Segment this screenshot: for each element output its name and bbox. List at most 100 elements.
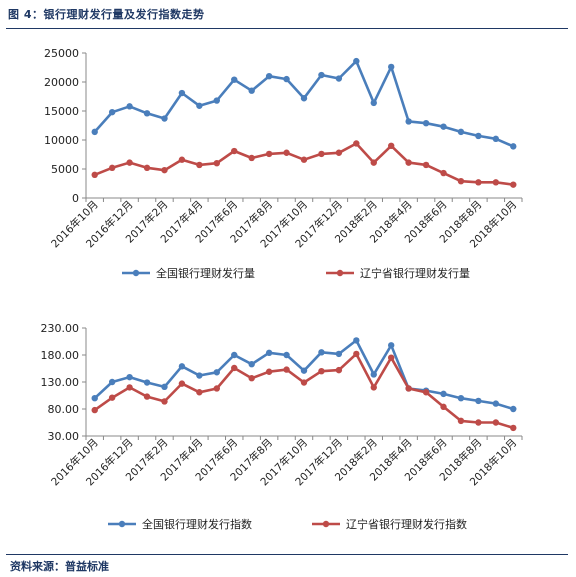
data-point [143, 379, 151, 386]
y-tick-label: 230.00 [41, 322, 80, 335]
data-point [231, 147, 238, 155]
y-tick-label: 25000 [44, 47, 79, 60]
y-tick-label: 15000 [44, 105, 79, 118]
data-point [388, 354, 395, 361]
data-point [492, 400, 500, 407]
data-point [370, 371, 377, 378]
figure-caption: 图 4：银行理财发行量及发行指数走势 [8, 8, 205, 21]
data-point [300, 367, 308, 374]
data-point [248, 375, 255, 382]
top-rule [6, 28, 568, 29]
data-point [265, 368, 273, 375]
bottom-rule [6, 554, 568, 555]
data-point [108, 164, 116, 172]
data-point [510, 424, 517, 432]
series-line-1 [93, 59, 514, 148]
data-point [335, 75, 343, 82]
data-point [126, 384, 133, 391]
legend-label: 辽宁省银行理财发行量 [360, 266, 470, 280]
data-point [196, 372, 203, 379]
data-point [213, 97, 220, 104]
data-point [178, 380, 186, 387]
data-point [248, 154, 255, 162]
data-point [440, 123, 447, 130]
data-point [265, 349, 273, 357]
data-point [283, 149, 290, 156]
data-point [440, 390, 447, 398]
data-point [248, 360, 255, 368]
y-tick-label: 0 [72, 192, 79, 205]
data-point [91, 406, 98, 414]
data-point [457, 417, 465, 425]
data-point [213, 369, 220, 376]
legend-swatch-marker [336, 269, 344, 277]
data-point [440, 169, 447, 177]
data-point [231, 364, 238, 372]
data-point [492, 419, 500, 426]
data-point [265, 73, 273, 80]
data-point [126, 373, 133, 381]
data-point [126, 159, 133, 166]
y-tick-label: 180.00 [41, 349, 80, 362]
y-tick-label: 130.00 [41, 376, 80, 389]
data-point [143, 164, 151, 172]
data-point [510, 143, 517, 150]
y-tick-label: 10000 [44, 134, 79, 147]
data-point [108, 378, 116, 386]
data-point [161, 383, 168, 391]
data-point [440, 403, 447, 411]
data-point [196, 389, 203, 396]
data-point [388, 142, 395, 149]
data-point [300, 156, 308, 163]
data-point [422, 119, 430, 127]
data-point [178, 156, 186, 163]
data-point [300, 379, 308, 386]
data-point [475, 419, 482, 426]
data-point [300, 95, 308, 102]
data-point [318, 71, 325, 79]
data-point [457, 128, 465, 136]
data-point [422, 161, 430, 169]
data-point [475, 397, 482, 405]
y-tick-label: 20000 [44, 76, 79, 89]
data-point [143, 110, 151, 117]
data-point [196, 102, 203, 109]
source-note: 资料来源：普益标准 [10, 560, 109, 573]
data-point [108, 394, 116, 401]
data-point [265, 150, 273, 158]
data-point [318, 368, 325, 375]
data-point [353, 350, 360, 358]
data-point [405, 118, 412, 125]
legend-label: 全国银行理财发行指数 [142, 517, 252, 531]
data-point [405, 385, 412, 392]
chart-issuance-index: 30.0080.00130.00180.00230.002016年10月2016… [41, 322, 523, 531]
data-point [353, 140, 360, 147]
data-point [178, 89, 186, 97]
data-point [492, 135, 500, 143]
legend-swatch-marker [118, 520, 126, 528]
data-point [248, 87, 255, 94]
series-line-2 [93, 352, 514, 430]
data-point [475, 132, 482, 140]
data-point [388, 63, 395, 71]
data-point [161, 398, 168, 405]
data-point [213, 385, 220, 392]
data-point [405, 159, 412, 166]
data-point [370, 99, 377, 107]
data-point [475, 179, 482, 186]
data-point [178, 363, 186, 370]
data-point [510, 181, 517, 188]
data-point [510, 405, 517, 413]
data-point [492, 179, 500, 186]
data-point [108, 108, 116, 116]
data-point [353, 57, 360, 65]
data-point [283, 366, 290, 373]
data-point [161, 115, 168, 122]
data-point [353, 337, 360, 344]
data-point [283, 351, 290, 359]
series-line-2 [94, 142, 514, 186]
data-point [388, 342, 395, 349]
data-point [335, 366, 343, 374]
chart-issuance-volume: 05000100001500020000250002016年10月2016年12… [44, 47, 523, 280]
data-point [370, 159, 377, 166]
